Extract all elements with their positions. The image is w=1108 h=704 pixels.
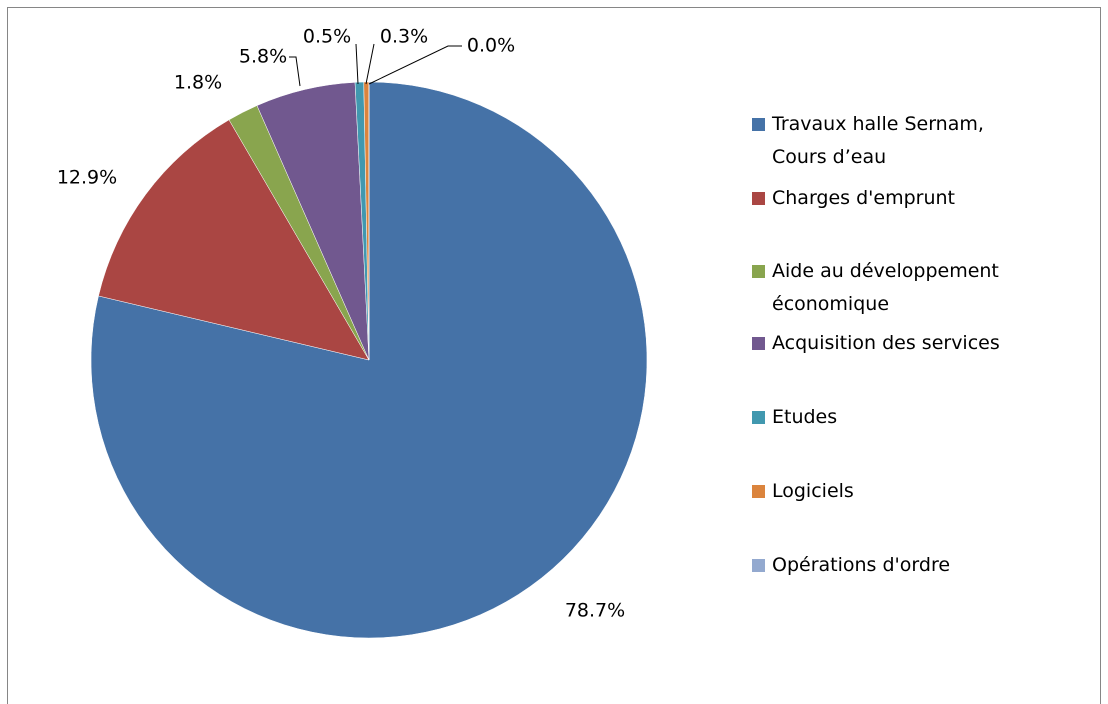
data-label: 12.9% (57, 167, 117, 189)
legend-item: Aide au développement économique (752, 255, 1042, 321)
legend-swatch (752, 485, 765, 498)
legend-swatch (752, 265, 765, 278)
leader-line (355, 43, 359, 85)
pie-slice (98, 119, 370, 361)
legend-label: Etudes (772, 406, 838, 428)
legend-label: Aide au développement économique (772, 260, 999, 315)
legend-label: Opérations d'ordre (772, 554, 951, 576)
data-label: 78.7% (565, 600, 625, 622)
leader-line (365, 43, 375, 85)
legend-item: Etudes (752, 401, 1042, 434)
legend-item: Opérations d'ordre (752, 549, 1042, 582)
legend-item: Acquisition des services (752, 327, 1042, 360)
legend-item: Charges d'emprunt (752, 182, 1042, 215)
leader-line (289, 56, 301, 87)
legend-item: Travaux halle Sernam, Cours d’eau (752, 108, 1042, 174)
data-label: 0.5% (303, 26, 351, 48)
legend-swatch (752, 411, 765, 424)
legend-swatch (752, 118, 765, 131)
legend-swatch (752, 192, 765, 205)
legend-item: Logiciels (752, 475, 1042, 508)
legend-label: Travaux halle Sernam, Cours d’eau (772, 113, 984, 168)
legend-swatch (752, 337, 765, 350)
data-label: 0.0% (467, 35, 515, 57)
data-label: 0.3% (380, 26, 428, 48)
data-label: 5.8% (239, 46, 287, 68)
legend-swatch (752, 559, 765, 572)
legend-label: Logiciels (772, 480, 854, 502)
data-label: 1.8% (174, 72, 222, 94)
leader-line (368, 45, 462, 85)
legend-label: Charges d'emprunt (772, 187, 956, 209)
legend-label: Acquisition des services (772, 332, 1000, 354)
